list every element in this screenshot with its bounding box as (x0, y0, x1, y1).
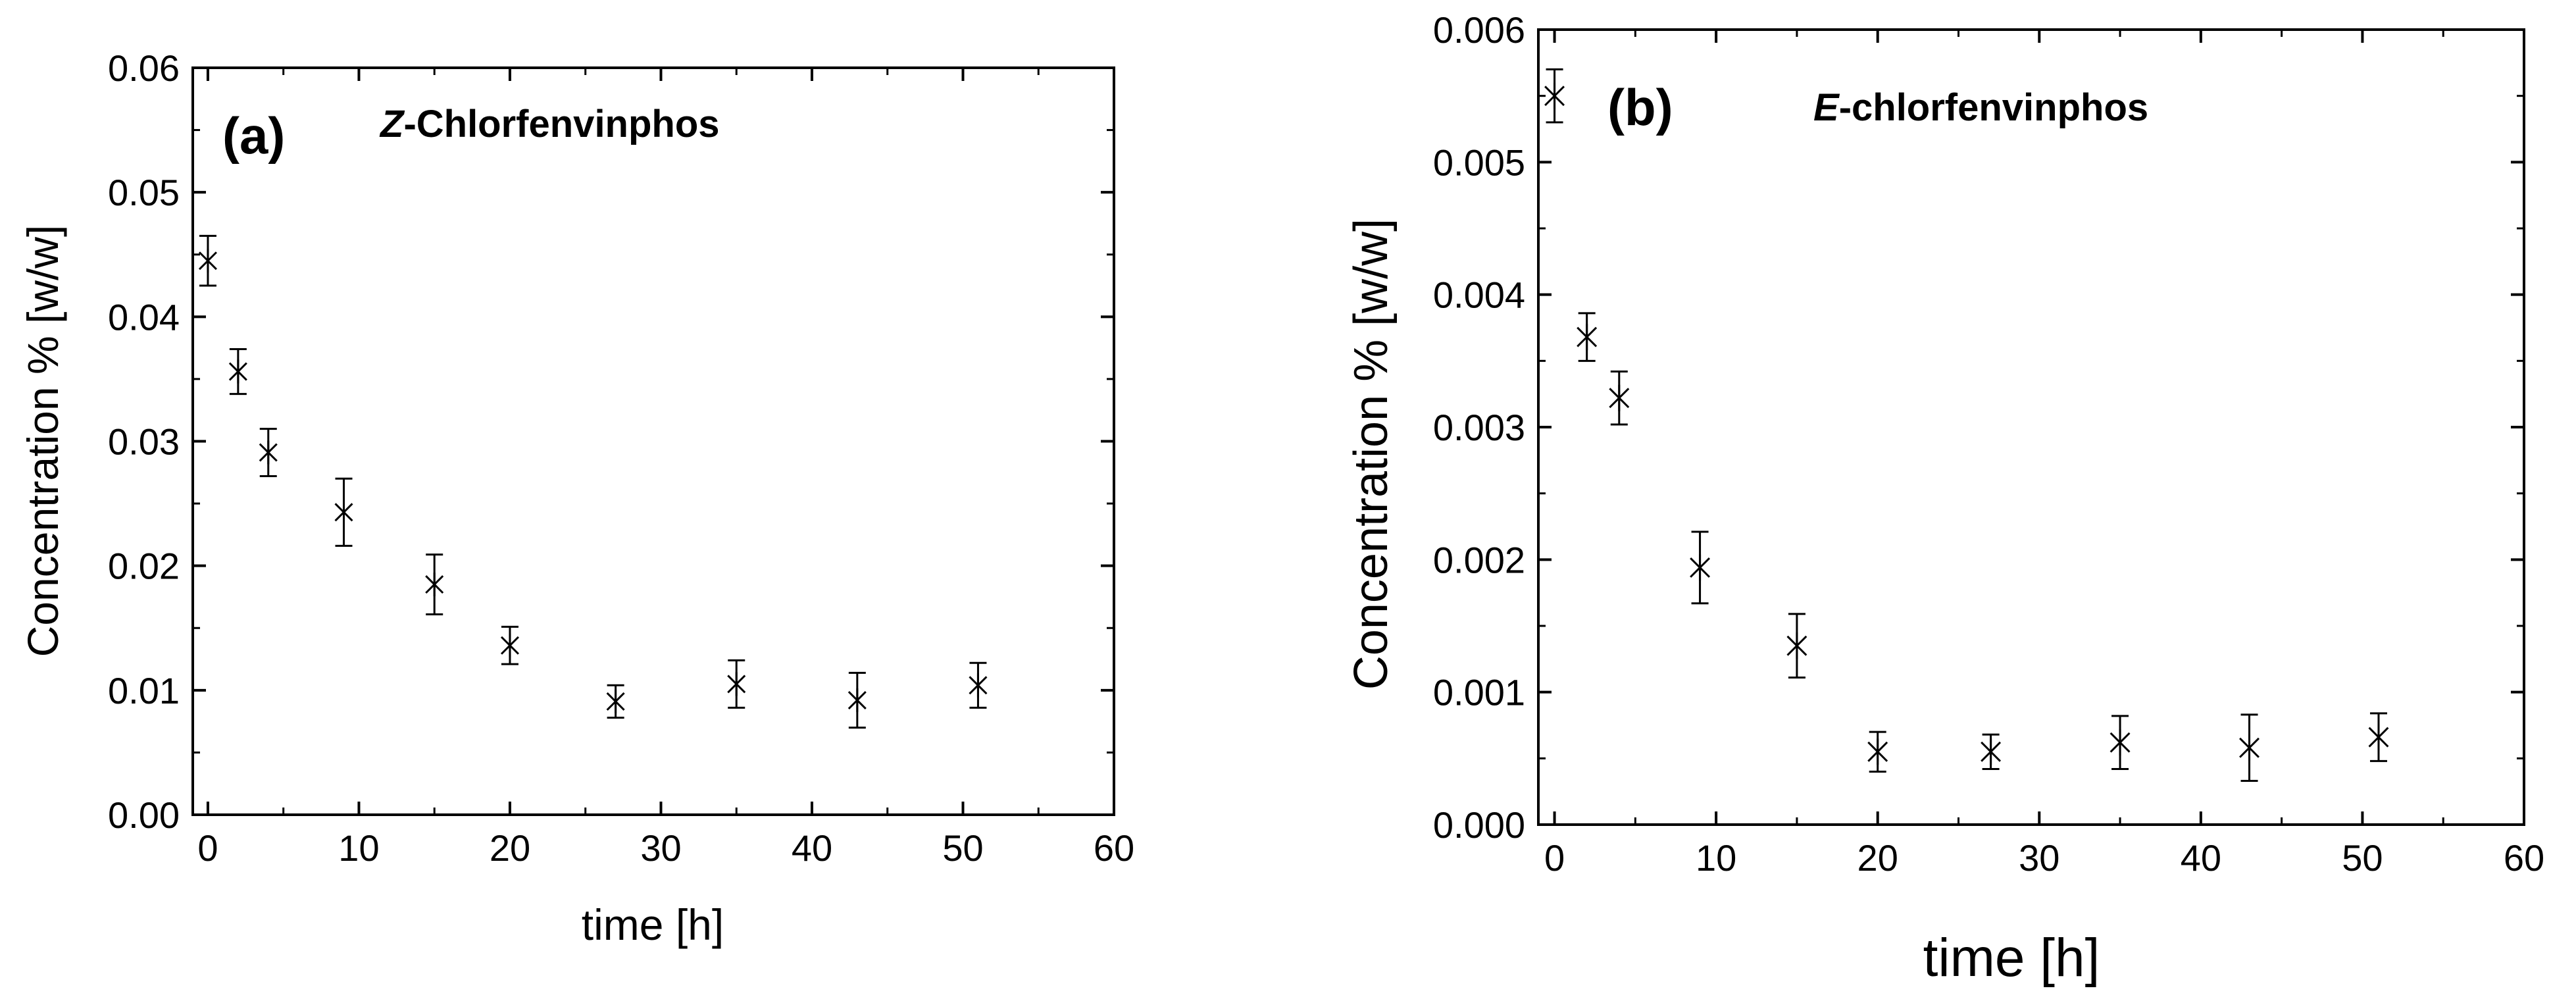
data-point (1867, 731, 1888, 773)
asterisk-marker (2109, 729, 2131, 756)
data-point (1577, 312, 1598, 362)
y-tick-labels: 0.00 0.01 0.02 0.03 0.04 0.05 0.06 (108, 47, 180, 836)
data-point (2239, 713, 2260, 783)
x-tick-labels: 0 10 20 30 40 50 60 (1544, 837, 2544, 879)
compound-title: Z-Chlorfenvinphos (379, 103, 720, 145)
x-tick-label: 0 (197, 827, 218, 869)
x-tick-label: 20 (1857, 837, 1898, 879)
panel-label: (b) (1607, 78, 1673, 136)
data-point (259, 428, 278, 477)
x-tick-label: 50 (942, 827, 983, 869)
asterisk-marker (1690, 554, 1711, 581)
panel-b-e-chlorfenvinphos: 0.000 0.001 0.002 0.003 0.004 0.005 0.006 0 10 2… (1345, 9, 2544, 988)
y-tick-label: 0.001 (1433, 672, 1525, 713)
asterisk-marker (2239, 734, 2260, 761)
data-points (198, 234, 988, 729)
asterisk-marker (1544, 82, 1565, 109)
asterisk-marker (259, 440, 278, 465)
data-point (1981, 733, 2002, 770)
data-point (500, 625, 519, 665)
data-point (969, 661, 988, 709)
y-tick-label: 0.003 (1433, 407, 1525, 448)
plot-frame (1537, 28, 2525, 826)
y-axis-title: Concentration % [w/w] (1345, 218, 1398, 690)
y-tick-label: 0.06 (108, 47, 180, 89)
y-tick-label: 0.04 (108, 296, 180, 338)
data-point (1544, 68, 1565, 124)
data-point (198, 234, 217, 287)
compound-prefix: Z (379, 103, 405, 145)
asterisk-marker (1577, 324, 1598, 351)
asterisk-marker (1609, 384, 1630, 411)
x-axis-title: time [h] (582, 900, 724, 949)
data-point (727, 659, 746, 709)
y-tick-label: 0.02 (108, 546, 180, 587)
y-tick-label: 0.00 (108, 794, 180, 836)
data-point (1690, 530, 1711, 605)
data-point (1609, 370, 1630, 426)
y-tick-label: 0.002 (1433, 539, 1525, 580)
asterisk-marker (727, 672, 746, 696)
x-tick-label: 30 (640, 827, 681, 869)
x-tick-labels: 0 10 20 30 40 50 60 (197, 827, 1134, 869)
asterisk-marker (425, 573, 444, 597)
asterisk-marker (1867, 738, 1888, 765)
y-tick-label: 0.006 (1433, 9, 1525, 51)
x-axis-title: time [h] (1923, 928, 2100, 988)
x-tick-label: 10 (1696, 837, 1736, 879)
axis-ticks (193, 66, 1115, 816)
plot-frame (191, 66, 1115, 816)
compound-name: -chlorfenvinphos (1839, 86, 2148, 129)
compound-prefix: E (1813, 86, 1840, 129)
data-point (228, 348, 247, 396)
y-tick-label: 0.005 (1433, 141, 1525, 183)
asterisk-marker (1981, 738, 2002, 765)
y-tick-label: 0.05 (108, 172, 180, 213)
y-tick-label: 0.01 (108, 670, 180, 711)
asterisk-marker (606, 689, 625, 713)
asterisk-marker (198, 249, 217, 273)
data-point (425, 553, 444, 615)
data-points (1544, 68, 2389, 783)
y-tick-label: 0.004 (1433, 274, 1525, 316)
data-point (1786, 613, 1807, 679)
asterisk-marker (969, 673, 988, 698)
asterisk-marker (847, 688, 867, 712)
y-tick-label: 0.03 (108, 421, 180, 463)
y-axis-title: Concentration % [w/w] (18, 225, 67, 657)
asterisk-marker (334, 500, 353, 525)
data-point (847, 671, 867, 729)
asterisk-marker (500, 633, 519, 657)
data-point (2368, 712, 2389, 762)
data-point (606, 684, 625, 719)
x-tick-label: 40 (2181, 837, 2221, 879)
x-tick-label: 0 (1544, 837, 1565, 879)
asterisk-marker (2368, 724, 2389, 751)
compound-title: E-chlorfenvinphos (1813, 86, 2148, 129)
panel-label: (a) (222, 107, 285, 165)
data-point (334, 477, 353, 547)
asterisk-marker (1786, 632, 1807, 659)
x-tick-label: 20 (490, 827, 530, 869)
x-tick-label: 40 (792, 827, 832, 869)
asterisk-marker (228, 359, 247, 384)
data-point (2109, 715, 2131, 770)
x-tick-label: 60 (2504, 837, 2544, 879)
axis-ticks (1538, 28, 2525, 826)
x-tick-label: 50 (2342, 837, 2383, 879)
y-tick-labels: 0.000 0.001 0.002 0.003 0.004 0.005 0.006 (1433, 9, 1525, 846)
y-tick-label: 0.000 (1433, 804, 1525, 846)
panel-a-z-chlorfenvinphos: 0.00 0.01 0.02 0.03 0.04 0.05 0.06 0 10 20 30 40 50… (18, 47, 1134, 949)
x-tick-label: 10 (338, 827, 379, 869)
compound-name: -Chlorfenvinphos (403, 103, 719, 145)
x-tick-label: 60 (1094, 827, 1134, 869)
x-tick-label: 30 (2019, 837, 2059, 879)
